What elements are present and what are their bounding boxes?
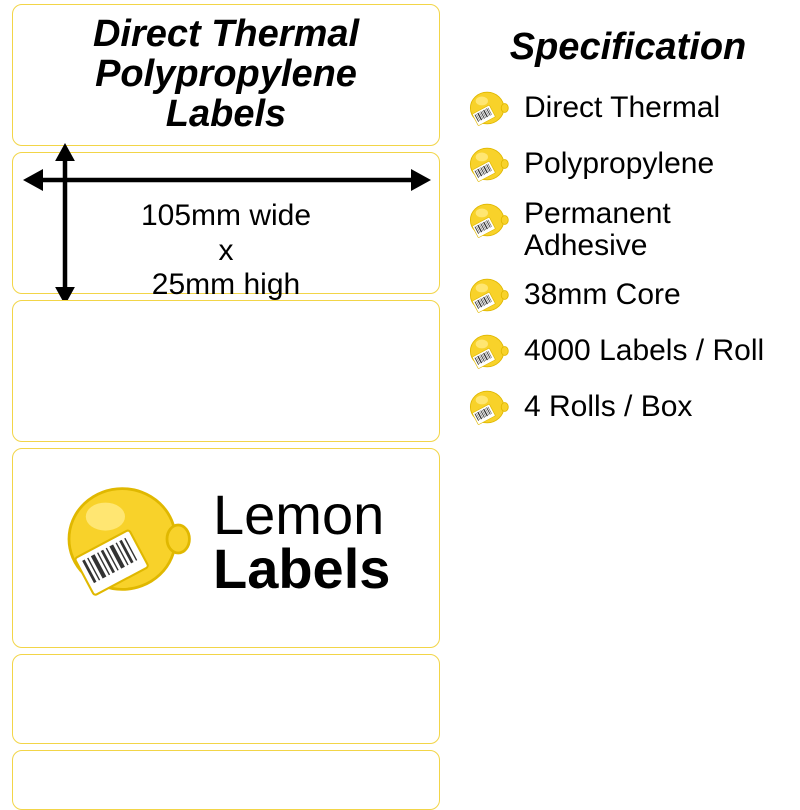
spec-item-label: 4000 Labels / Roll <box>524 335 764 367</box>
product-title: Direct Thermal Polypropylene Labels <box>13 5 439 145</box>
lemon-bullet-icon <box>464 329 512 373</box>
spec-item: PermanentAdhesive <box>464 198 792 261</box>
spec-item: Polypropylene <box>464 142 792 186</box>
brand-bottom: Labels <box>213 542 390 595</box>
spec-item: Direct Thermal <box>464 86 792 130</box>
dim-line1: 105mm wide <box>141 199 311 232</box>
label-row-brand: Lemon Labels <box>12 448 440 648</box>
width-arrow-icon <box>23 160 431 200</box>
brand-text: Lemon Labels <box>213 488 390 594</box>
label-row-blank-1 <box>12 300 440 442</box>
spec-item: 4 Rolls / Box <box>464 385 792 429</box>
lemon-bullet-icon <box>464 273 512 317</box>
dim-line2: 25mm high <box>152 268 300 301</box>
label-row-cutoff <box>12 750 440 810</box>
dimensions-text: 105mm wide x 25mm high <box>13 199 439 303</box>
lemon-bullet-icon <box>464 198 512 242</box>
spec-item-label: 38mm Core <box>524 279 681 311</box>
spec-item-label: 4 Rolls / Box <box>524 391 692 423</box>
spec-item-label: Direct Thermal <box>524 92 720 124</box>
brand-top: Lemon <box>213 488 390 541</box>
spec-column: Specification Direct Thermal Polypropylen… <box>446 0 800 800</box>
left-column: Direct Thermal Polypropylene Labels 105m… <box>0 0 446 800</box>
spec-item-label: PermanentAdhesive <box>524 198 671 261</box>
label-row-blank-2 <box>12 654 440 744</box>
title-line2: Polypropylene <box>95 53 357 95</box>
label-row-title: Direct Thermal Polypropylene Labels <box>12 4 440 146</box>
dim-sep: x <box>219 234 234 267</box>
title-line1: Direct Thermal <box>93 13 359 55</box>
spec-title: Specification <box>464 28 792 66</box>
lemon-bullet-icon <box>464 385 512 429</box>
spec-list: Direct Thermal Polypropylene PermanentAdhe… <box>464 86 792 429</box>
spec-item: 4000 Labels / Roll <box>464 329 792 373</box>
label-row-dimensions: 105mm wide x 25mm high <box>12 152 440 294</box>
brand-block: Lemon Labels <box>55 469 390 614</box>
lemon-logo-icon <box>55 469 195 614</box>
lemon-bullet-icon <box>464 86 512 130</box>
spec-item-label: Polypropylene <box>524 148 714 180</box>
spec-item: 38mm Core <box>464 273 792 317</box>
title-line3: Labels <box>166 93 286 135</box>
lemon-bullet-icon <box>464 142 512 186</box>
